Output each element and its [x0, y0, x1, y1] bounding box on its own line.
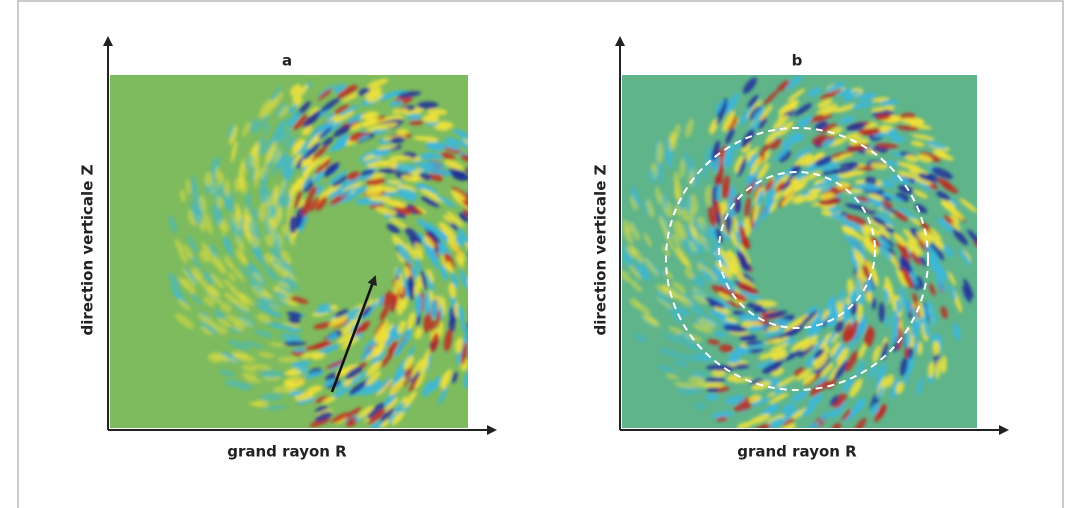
pattern-blob	[491, 247, 504, 264]
pattern-blob	[803, 427, 817, 439]
pattern-blob	[502, 244, 520, 267]
pattern-blob	[492, 264, 504, 282]
pattern-blob	[504, 211, 522, 231]
pattern-blob	[496, 200, 518, 222]
panel-label: a	[282, 52, 292, 70]
pattern-blob	[480, 185, 501, 203]
pattern-blob	[475, 228, 490, 244]
pattern-blob	[475, 193, 491, 207]
pattern-blob	[475, 151, 494, 165]
pattern-blob	[495, 237, 511, 258]
pattern-blob	[485, 278, 494, 293]
pattern-blob	[481, 167, 498, 180]
pattern-blob	[480, 234, 494, 252]
pattern-blob	[471, 207, 490, 225]
pattern-blob	[481, 264, 495, 284]
pattern-blob	[468, 309, 476, 324]
pattern-blob	[712, 370, 727, 377]
pattern-blob	[473, 152, 488, 164]
pattern-blob	[501, 294, 509, 312]
pattern-blob	[505, 248, 517, 265]
pattern-blob	[474, 232, 485, 245]
x-axis-label: grand rayon R	[737, 443, 857, 461]
figure: a grand rayon R direction verticale Z b …	[0, 0, 1081, 508]
pattern-blob	[474, 314, 479, 330]
pattern-blob	[475, 249, 490, 268]
panel-b: b grand rayon R direction verticale Z	[592, 38, 1008, 461]
pattern-blob	[479, 347, 486, 364]
pattern-blob	[773, 425, 796, 443]
pattern-blob	[503, 253, 517, 270]
x-axis-label: grand rayon R	[227, 443, 347, 461]
pattern-blob	[492, 280, 504, 303]
pattern-blob	[476, 208, 490, 222]
pattern-blob	[498, 258, 514, 280]
pattern-blob	[498, 308, 505, 323]
pattern-blob	[504, 271, 514, 289]
pattern-blob	[495, 178, 512, 192]
pattern-blob	[479, 206, 492, 219]
pattern-blob	[488, 250, 498, 263]
pattern-blob	[507, 274, 520, 292]
pattern-blob	[470, 338, 479, 356]
pattern-blob	[513, 239, 528, 257]
pattern-blob	[473, 180, 494, 197]
pattern-blob	[476, 332, 483, 345]
pattern-blob	[475, 337, 484, 361]
pattern-blob	[483, 284, 493, 298]
pattern-blob	[467, 275, 479, 291]
panel-label: b	[792, 52, 803, 70]
pattern-blob	[506, 223, 523, 242]
pattern-blob	[475, 190, 491, 205]
pattern-blob	[486, 227, 502, 245]
pattern-blob	[485, 268, 498, 287]
pattern-blob	[494, 175, 512, 190]
pattern-blob	[501, 201, 514, 214]
pattern-blob	[476, 325, 482, 344]
pattern-blob	[467, 169, 488, 186]
y-axis-label: direction verticale Z	[79, 164, 97, 335]
pattern-blob	[486, 338, 493, 355]
pattern-blob	[475, 228, 492, 248]
panel-a: a grand rayon R direction verticale Z	[79, 38, 528, 461]
pattern-blob	[488, 314, 494, 333]
pattern-blob	[485, 295, 495, 315]
pattern-blob	[478, 293, 486, 310]
pattern-blob	[487, 259, 499, 274]
pattern-blob	[502, 302, 510, 316]
pattern-blob	[468, 308, 474, 331]
pattern-blob	[472, 274, 482, 294]
y-axis-label: direction verticale Z	[592, 164, 610, 335]
pattern-blob	[466, 189, 489, 209]
pattern-blob	[482, 327, 489, 346]
pattern-blob	[505, 241, 517, 255]
pattern-blob	[487, 190, 509, 210]
pattern-blob	[490, 193, 508, 209]
pattern-blob	[480, 259, 491, 273]
pattern-blob	[479, 173, 496, 186]
pattern-blob	[488, 234, 505, 254]
pattern-blob	[479, 246, 495, 267]
pattern-blob	[501, 213, 519, 233]
pattern-blob	[498, 292, 509, 311]
pattern-blob	[496, 292, 504, 309]
